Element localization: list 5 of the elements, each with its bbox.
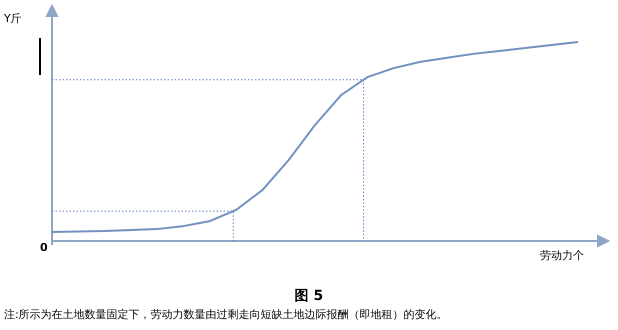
text: 图 5 (294, 288, 324, 304)
x-axis-title: 劳动力个 (540, 249, 584, 262)
y-axis-title: Y斤 (3, 12, 22, 25)
text: 注:所示为在土地数量固定下，劳动力数量由过剩走向短缺土地边际报酬（即地租）的变化。 (4, 308, 448, 321)
text: 0 (40, 241, 48, 254)
